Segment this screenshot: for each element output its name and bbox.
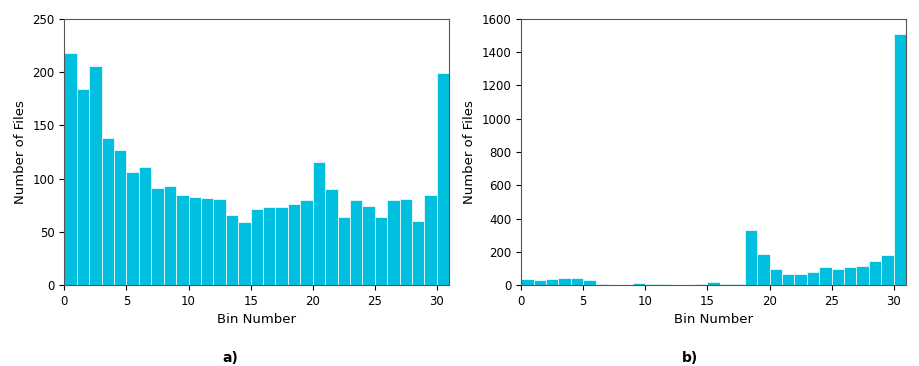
Text: a): a) bbox=[221, 351, 238, 365]
Bar bbox=[399, 199, 412, 285]
Bar bbox=[533, 280, 546, 285]
Bar bbox=[756, 254, 768, 285]
Bar bbox=[263, 208, 275, 285]
Bar bbox=[349, 200, 362, 285]
Bar bbox=[583, 280, 596, 285]
Bar bbox=[164, 186, 176, 285]
Bar bbox=[139, 167, 151, 285]
X-axis label: Bin Number: Bin Number bbox=[217, 314, 296, 326]
Bar bbox=[374, 217, 387, 285]
Bar bbox=[250, 209, 263, 285]
Bar bbox=[437, 73, 448, 285]
Bar bbox=[387, 200, 399, 285]
Bar bbox=[856, 266, 868, 285]
Bar bbox=[521, 279, 533, 285]
Bar bbox=[644, 284, 657, 285]
Bar bbox=[288, 204, 300, 285]
Bar bbox=[843, 267, 856, 285]
Bar bbox=[324, 189, 337, 285]
Bar bbox=[312, 162, 324, 285]
Bar bbox=[632, 283, 644, 285]
Bar bbox=[213, 199, 225, 285]
Bar bbox=[868, 261, 880, 285]
Bar bbox=[793, 273, 806, 285]
Bar bbox=[275, 208, 288, 285]
Bar bbox=[743, 230, 756, 285]
Bar bbox=[238, 223, 250, 285]
Text: b): b) bbox=[681, 351, 698, 365]
Bar bbox=[300, 200, 312, 285]
Bar bbox=[719, 284, 732, 285]
Bar bbox=[225, 215, 238, 285]
Bar bbox=[732, 284, 743, 285]
Bar bbox=[102, 138, 114, 285]
Bar bbox=[89, 66, 102, 285]
Bar bbox=[362, 206, 374, 285]
Bar bbox=[831, 269, 843, 285]
Bar bbox=[892, 34, 905, 285]
Bar bbox=[64, 53, 77, 285]
Bar bbox=[781, 274, 793, 285]
Bar bbox=[151, 188, 164, 285]
Bar bbox=[176, 195, 188, 285]
Bar bbox=[412, 221, 424, 285]
Y-axis label: Number of Files: Number of Files bbox=[462, 100, 476, 204]
Bar bbox=[806, 272, 818, 285]
Bar bbox=[337, 217, 349, 285]
Bar bbox=[694, 284, 707, 285]
Bar bbox=[571, 278, 583, 285]
Bar bbox=[77, 89, 89, 285]
Bar bbox=[707, 282, 719, 285]
Bar bbox=[768, 269, 781, 285]
Bar bbox=[818, 267, 831, 285]
Bar bbox=[114, 150, 126, 285]
Bar bbox=[188, 197, 200, 285]
Bar bbox=[126, 172, 139, 285]
Bar bbox=[657, 284, 669, 285]
Bar bbox=[596, 284, 607, 285]
Bar bbox=[607, 284, 620, 285]
Bar bbox=[558, 278, 571, 285]
Bar bbox=[546, 279, 558, 285]
Bar bbox=[880, 255, 892, 285]
X-axis label: Bin Number: Bin Number bbox=[674, 314, 753, 326]
Bar bbox=[200, 198, 213, 285]
Y-axis label: Number of Files: Number of Files bbox=[14, 100, 27, 204]
Bar bbox=[424, 195, 437, 285]
